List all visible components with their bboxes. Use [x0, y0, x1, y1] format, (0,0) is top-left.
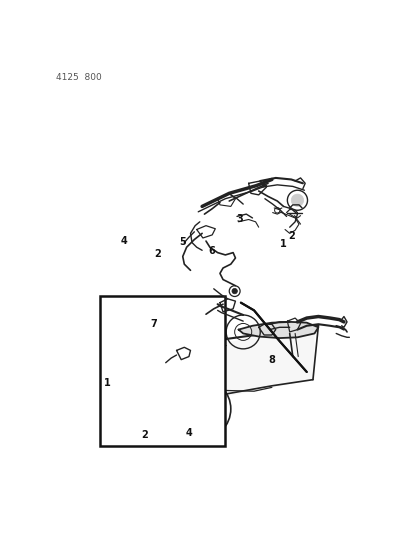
Text: 1: 1 [104, 378, 111, 388]
Text: 1: 1 [280, 239, 287, 249]
Bar [100, 296, 225, 446]
Circle shape [143, 392, 157, 406]
Text: 8: 8 [268, 356, 275, 365]
Circle shape [291, 194, 304, 206]
Polygon shape [119, 326, 315, 417]
Text: 4: 4 [121, 236, 128, 246]
Text: 6: 6 [208, 246, 215, 256]
Polygon shape [239, 322, 318, 338]
Text: 5: 5 [179, 238, 186, 247]
Text: 4125  800: 4125 800 [56, 73, 102, 82]
Text: 2: 2 [141, 430, 148, 440]
Text: 2: 2 [288, 230, 295, 240]
Text: 7: 7 [151, 319, 157, 329]
Circle shape [232, 288, 237, 294]
Text: 2: 2 [155, 249, 161, 259]
Circle shape [193, 402, 206, 416]
Text: 4: 4 [185, 427, 192, 438]
Text: 3: 3 [237, 214, 244, 224]
